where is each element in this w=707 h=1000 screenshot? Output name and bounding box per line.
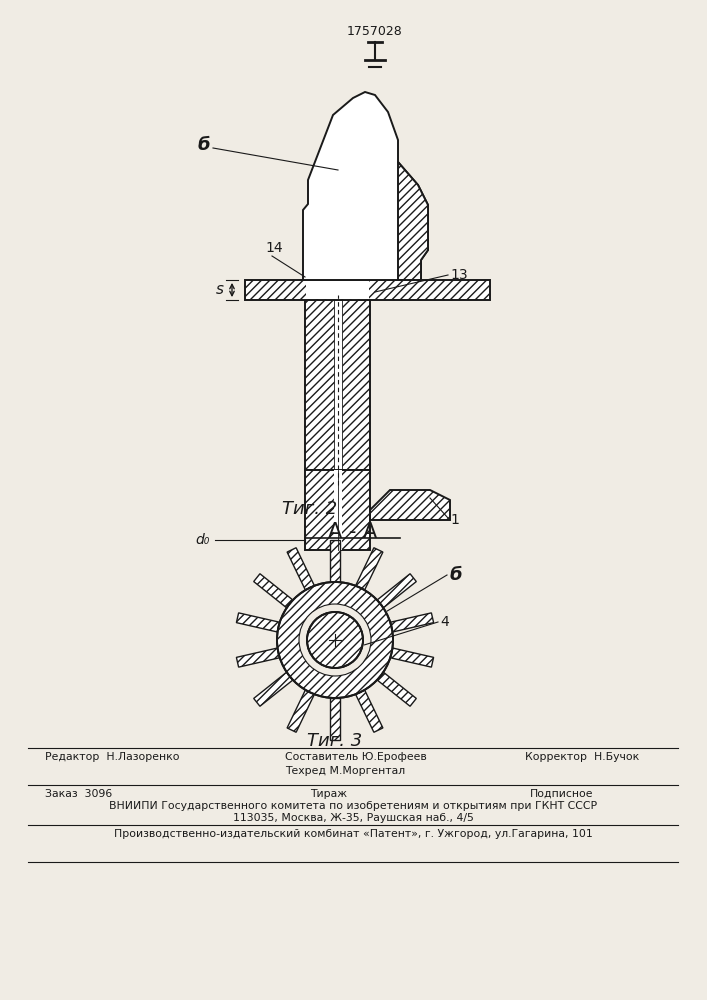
Polygon shape: [334, 300, 341, 470]
Text: Техред М.Моргентал: Техред М.Моргентал: [285, 766, 405, 776]
Polygon shape: [356, 548, 383, 590]
Circle shape: [299, 604, 371, 676]
Polygon shape: [305, 300, 370, 470]
Text: 1757028: 1757028: [347, 25, 403, 38]
Circle shape: [277, 582, 393, 698]
Text: 4: 4: [440, 615, 449, 629]
Text: 1: 1: [450, 513, 459, 527]
Polygon shape: [254, 672, 293, 706]
Text: Корректор  Н.Бучок: Корректор Н.Бучок: [525, 752, 639, 762]
Circle shape: [307, 612, 363, 668]
Polygon shape: [306, 281, 369, 299]
Polygon shape: [236, 613, 279, 632]
Polygon shape: [287, 548, 315, 590]
Polygon shape: [236, 648, 279, 667]
Polygon shape: [305, 470, 450, 550]
Text: 14: 14: [265, 241, 283, 255]
Text: Τиг. 2: Τиг. 2: [282, 500, 338, 518]
Text: 113035, Москва, Ж-35, Раушская наб., 4/5: 113035, Москва, Ж-35, Раушская наб., 4/5: [233, 813, 474, 823]
Text: ВНИИПИ Государственного комитета по изобретениям и открытиям при ГКНТ СССР: ВНИИПИ Государственного комитета по изоб…: [109, 801, 597, 811]
Polygon shape: [245, 280, 490, 300]
Text: Редактор  Н.Лазоренко: Редактор Н.Лазоренко: [45, 752, 180, 762]
Text: s: s: [216, 282, 224, 298]
Text: Составитель Ю.Ерофеев: Составитель Ю.Ерофеев: [285, 752, 427, 762]
Polygon shape: [398, 162, 428, 280]
Polygon shape: [287, 690, 315, 732]
Text: Тираж: Тираж: [310, 789, 347, 799]
Text: 13: 13: [450, 268, 467, 282]
Text: d₀: d₀: [196, 533, 210, 547]
Polygon shape: [330, 540, 340, 582]
Polygon shape: [356, 690, 383, 732]
Text: A - A: A - A: [328, 522, 378, 542]
Polygon shape: [303, 92, 428, 280]
Polygon shape: [390, 648, 433, 667]
Polygon shape: [254, 574, 293, 608]
Text: Производственно-издательский комбинат «Патент», г. Ужгород, ул.Гагарина, 101: Производственно-издательский комбинат «П…: [114, 829, 592, 839]
Polygon shape: [334, 470, 341, 550]
Text: б: б: [197, 136, 210, 154]
Text: б: б: [450, 566, 462, 584]
Text: Заказ  3096: Заказ 3096: [45, 789, 112, 799]
Text: Подписное: Подписное: [530, 789, 593, 799]
Polygon shape: [378, 672, 416, 706]
Polygon shape: [390, 613, 433, 632]
Polygon shape: [378, 574, 416, 608]
Polygon shape: [330, 698, 340, 740]
Text: Τиг. 3: Τиг. 3: [308, 732, 363, 750]
